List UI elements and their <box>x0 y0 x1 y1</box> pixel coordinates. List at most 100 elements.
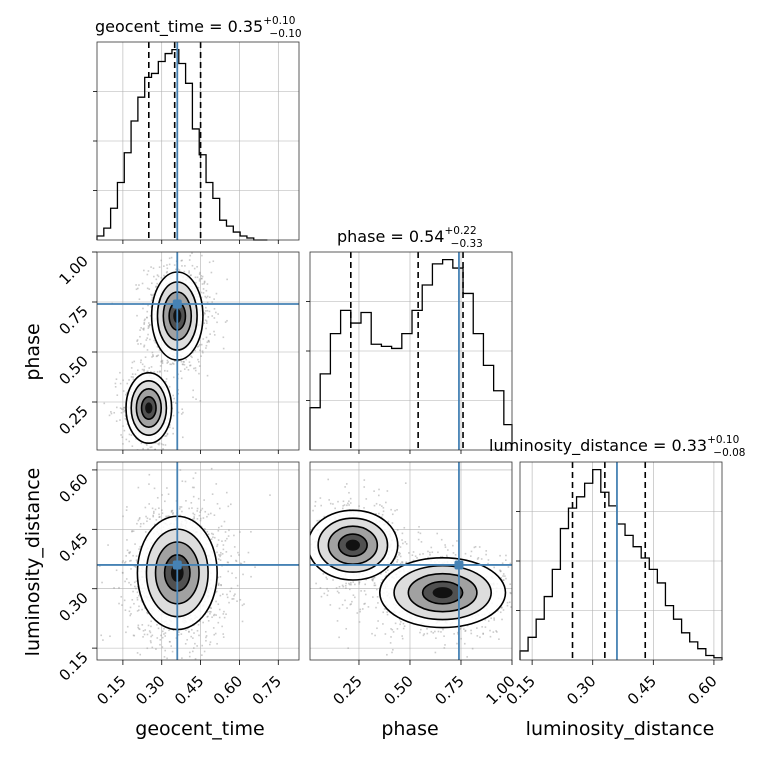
scatter-point <box>495 630 497 632</box>
scatter-point <box>122 515 124 518</box>
scatter-point <box>124 580 126 583</box>
scatter-point <box>179 469 182 471</box>
scatter-point <box>147 327 150 329</box>
scatter-point <box>386 490 389 492</box>
scatter-point <box>158 349 161 351</box>
scatter-point <box>412 551 415 553</box>
scatter-point <box>354 583 356 586</box>
scatter-point <box>119 419 121 421</box>
scatter-point <box>230 503 232 506</box>
scatter-point <box>138 548 140 550</box>
scatter-point <box>499 611 502 614</box>
scatter-point <box>192 389 194 392</box>
scatter-point <box>206 309 209 312</box>
scatter-point <box>194 276 197 279</box>
scatter-point <box>201 644 203 647</box>
scatter-point <box>195 398 197 400</box>
scatter-point <box>222 347 225 350</box>
scatter-point <box>150 366 153 368</box>
scatter-point <box>172 376 175 379</box>
scatter-point <box>382 611 385 614</box>
scatter-point <box>380 516 383 518</box>
scatter-point <box>160 259 162 262</box>
scatter-point <box>128 379 130 381</box>
scatter-point <box>185 358 188 361</box>
scatter-point <box>390 508 392 511</box>
scatter-point <box>166 359 169 362</box>
xlabel-luminosity-distance: luminosity_distance <box>526 718 715 740</box>
xlabel-phase: phase <box>381 718 438 740</box>
scatter-point <box>478 546 481 548</box>
scatter-point <box>401 637 404 640</box>
scatter-point <box>460 637 462 640</box>
scatter-point <box>209 606 212 609</box>
scatter-point <box>233 534 235 537</box>
scatter-point <box>394 509 396 512</box>
scatter-point <box>237 551 239 554</box>
scatter-point <box>226 593 228 596</box>
scatter-point <box>136 598 139 601</box>
scatter-point <box>506 604 509 607</box>
scatter-point <box>139 361 142 364</box>
scatter-point <box>453 633 455 635</box>
scatter-point <box>179 506 181 508</box>
scatter-point <box>476 558 479 560</box>
scatter-point <box>123 406 126 409</box>
scatter-point <box>123 409 126 412</box>
scatter-point <box>160 634 162 637</box>
scatter-point <box>398 554 400 556</box>
scatter-point <box>198 634 200 637</box>
scatter-point <box>131 530 133 533</box>
scatter-point <box>250 575 252 578</box>
scatter-point <box>443 635 445 637</box>
scatter-point <box>130 376 133 378</box>
scatter-point <box>430 546 433 549</box>
scatter-point <box>115 378 118 381</box>
scatter-point <box>193 516 195 518</box>
scatter-point <box>484 618 487 621</box>
scatter-point <box>205 289 208 292</box>
scatter-point <box>113 411 116 414</box>
scatter-point <box>496 631 498 633</box>
scatter-point <box>123 599 126 602</box>
scatter-point <box>166 362 169 364</box>
scatter-point <box>152 355 155 358</box>
scatter-point <box>215 614 217 616</box>
scatter-point <box>382 506 385 509</box>
y-tick-label: 0.45 <box>55 529 91 565</box>
scatter-point <box>356 612 359 614</box>
xlabel-geocent-time: geocent_time <box>135 718 264 740</box>
scatter-point <box>203 282 205 285</box>
scatter-point <box>502 579 505 582</box>
scatter-point <box>119 407 122 409</box>
scatter-point <box>152 512 155 515</box>
scatter-point <box>394 622 397 625</box>
scatter-point <box>326 594 329 597</box>
scatter-point <box>129 606 132 609</box>
scatter-point <box>219 559 222 561</box>
scatter-point <box>401 532 404 535</box>
scatter-point <box>169 424 171 426</box>
scatter-point <box>126 539 128 541</box>
scatter-point <box>227 535 230 537</box>
density-panel-phase-luminosity_distance <box>309 461 513 661</box>
scatter-point <box>131 445 134 447</box>
scatter-point <box>236 584 239 587</box>
scatter-point <box>188 272 190 274</box>
scatter-point <box>136 314 138 317</box>
scatter-point <box>139 653 142 656</box>
scatter-point <box>222 336 225 339</box>
y-tick-label: 0.15 <box>55 648 91 684</box>
ylabel-luminosity-distance: luminosity_distance <box>22 468 44 657</box>
scatter-point <box>168 640 171 643</box>
scatter-point <box>345 582 347 585</box>
scatter-point <box>348 491 350 494</box>
scatter-point <box>221 625 223 628</box>
scatter-point <box>396 555 398 558</box>
scatter-point <box>144 506 147 509</box>
scatter-point <box>210 467 213 470</box>
scatter-point <box>189 364 192 367</box>
y-tick-label: 1.00 <box>55 252 91 288</box>
scatter-point <box>139 335 141 338</box>
scatter-point <box>207 339 210 342</box>
